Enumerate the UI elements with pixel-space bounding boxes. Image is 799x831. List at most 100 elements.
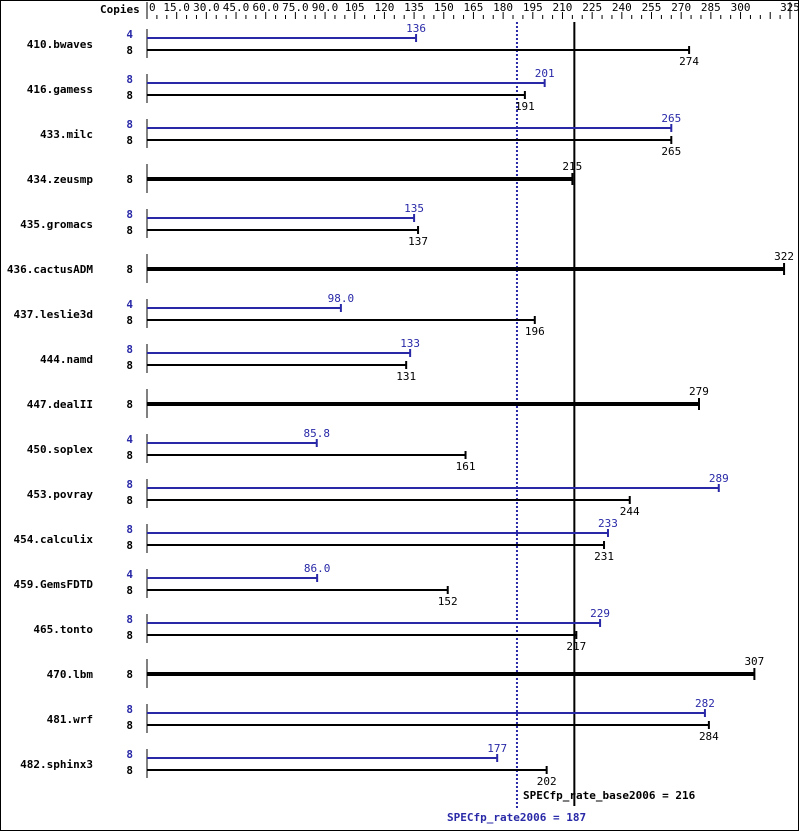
base-value-label: 231	[594, 550, 614, 563]
base-copies: 8	[126, 359, 133, 372]
peak-value-label: 282	[695, 697, 715, 710]
peak-copies: 8	[126, 703, 133, 716]
tick-label: 180	[493, 1, 513, 14]
tick-label: 150	[434, 1, 454, 14]
base-copies: 8	[126, 764, 133, 777]
base-value-label: 161	[456, 460, 476, 473]
base-copies: 8	[126, 44, 133, 57]
benchmark-label: 435.gromacs	[20, 218, 93, 231]
peak-reference-label: SPECfp_rate2006 = 187	[447, 811, 586, 824]
peak-value-label: 201	[535, 67, 555, 80]
tick-label: 120	[374, 1, 394, 14]
base-copies: 8	[126, 224, 133, 237]
peak-bar	[147, 487, 719, 489]
base-reference-label: SPECfp_rate_base2006 = 216	[523, 789, 696, 802]
base-value-label: 137	[408, 235, 428, 248]
benchmark-label: 465.tonto	[33, 623, 93, 636]
base-value-label: 279	[689, 385, 709, 398]
base-bar	[147, 267, 785, 271]
peak-value-label: 86.0	[304, 562, 331, 575]
tick-label: 285	[701, 1, 721, 14]
tick-label: 135	[404, 1, 424, 14]
base-bar	[147, 724, 709, 726]
benchmark-label: 437.leslie3d	[14, 308, 93, 321]
peak-value-label: 135	[404, 202, 424, 215]
base-value-label: 284	[699, 730, 719, 743]
base-bar	[147, 402, 699, 406]
peak-bar	[147, 712, 705, 714]
peak-copies: 8	[126, 613, 133, 626]
benchmark-label: 481.wrf	[47, 713, 93, 726]
base-value-label: 152	[438, 595, 458, 608]
base-bar	[147, 177, 573, 181]
base-copies: 8	[126, 398, 133, 411]
peak-copies: 8	[126, 118, 133, 131]
peak-copies: 4	[126, 568, 133, 581]
peak-value-label: 177	[487, 742, 507, 755]
tick-label: 255	[642, 1, 662, 14]
peak-value-label: 289	[709, 472, 729, 485]
base-bar	[147, 364, 407, 366]
tick-label: 30.0	[193, 1, 220, 14]
base-bar	[147, 49, 690, 51]
benchmark-label: 416.gamess	[27, 83, 93, 96]
tick-label: 105	[345, 1, 365, 14]
peak-copies: 8	[126, 208, 133, 221]
peak-bar	[147, 217, 415, 219]
peak-bar	[147, 82, 545, 84]
tick-label: 90.0	[312, 1, 339, 14]
tick-label: 210	[553, 1, 573, 14]
copies-header: Copies	[100, 3, 140, 16]
base-value-label: 131	[396, 370, 416, 383]
base-copies: 8	[126, 494, 133, 507]
tick-label: 75.0	[282, 1, 309, 14]
peak-bar	[147, 127, 672, 129]
tick-label: 45.0	[223, 1, 250, 14]
base-value-label: 322	[774, 250, 794, 263]
base-value-label: 244	[620, 505, 640, 518]
tick-label: 0	[149, 1, 156, 14]
peak-bar	[147, 37, 417, 39]
peak-copies: 8	[126, 748, 133, 761]
base-copies: 8	[126, 314, 133, 327]
benchmark-label: 444.namd	[40, 353, 93, 366]
peak-copies: 8	[126, 343, 133, 356]
base-value-label: 265	[661, 145, 681, 158]
peak-bar	[147, 577, 318, 579]
tick-label: 225	[582, 1, 602, 14]
base-copies: 8	[126, 584, 133, 597]
peak-copies: 8	[126, 478, 133, 491]
peak-value-label: 265	[661, 112, 681, 125]
base-copies: 8	[126, 668, 133, 681]
base-bar	[147, 139, 672, 141]
peak-value-label: 229	[590, 607, 610, 620]
tick-label: 325	[780, 1, 799, 14]
benchmark-label: 410.bwaves	[27, 38, 93, 51]
base-copies: 8	[126, 719, 133, 732]
tick-label: 270	[671, 1, 691, 14]
base-bar	[147, 229, 419, 231]
tick-label: 60.0	[252, 1, 279, 14]
peak-bar	[147, 757, 498, 759]
tick-label: 195	[523, 1, 543, 14]
base-bar	[147, 544, 605, 546]
base-copies: 8	[126, 173, 133, 186]
benchmark-label: 433.milc	[40, 128, 93, 141]
base-value-label: 191	[515, 100, 535, 113]
benchmark-label: 450.soplex	[27, 443, 94, 456]
benchmark-label: 447.dealII	[27, 398, 93, 411]
peak-copies: 4	[126, 28, 133, 41]
peak-copies: 4	[126, 298, 133, 311]
base-value-label: 274	[679, 55, 699, 68]
peak-copies: 8	[126, 523, 133, 536]
base-copies: 8	[126, 629, 133, 642]
base-value-label: 196	[525, 325, 545, 338]
base-value-label: 217	[566, 640, 586, 653]
base-bar	[147, 769, 547, 771]
benchmark-label: 434.zeusmp	[27, 173, 94, 186]
tick-label: 165	[464, 1, 484, 14]
tick-label: 240	[612, 1, 632, 14]
